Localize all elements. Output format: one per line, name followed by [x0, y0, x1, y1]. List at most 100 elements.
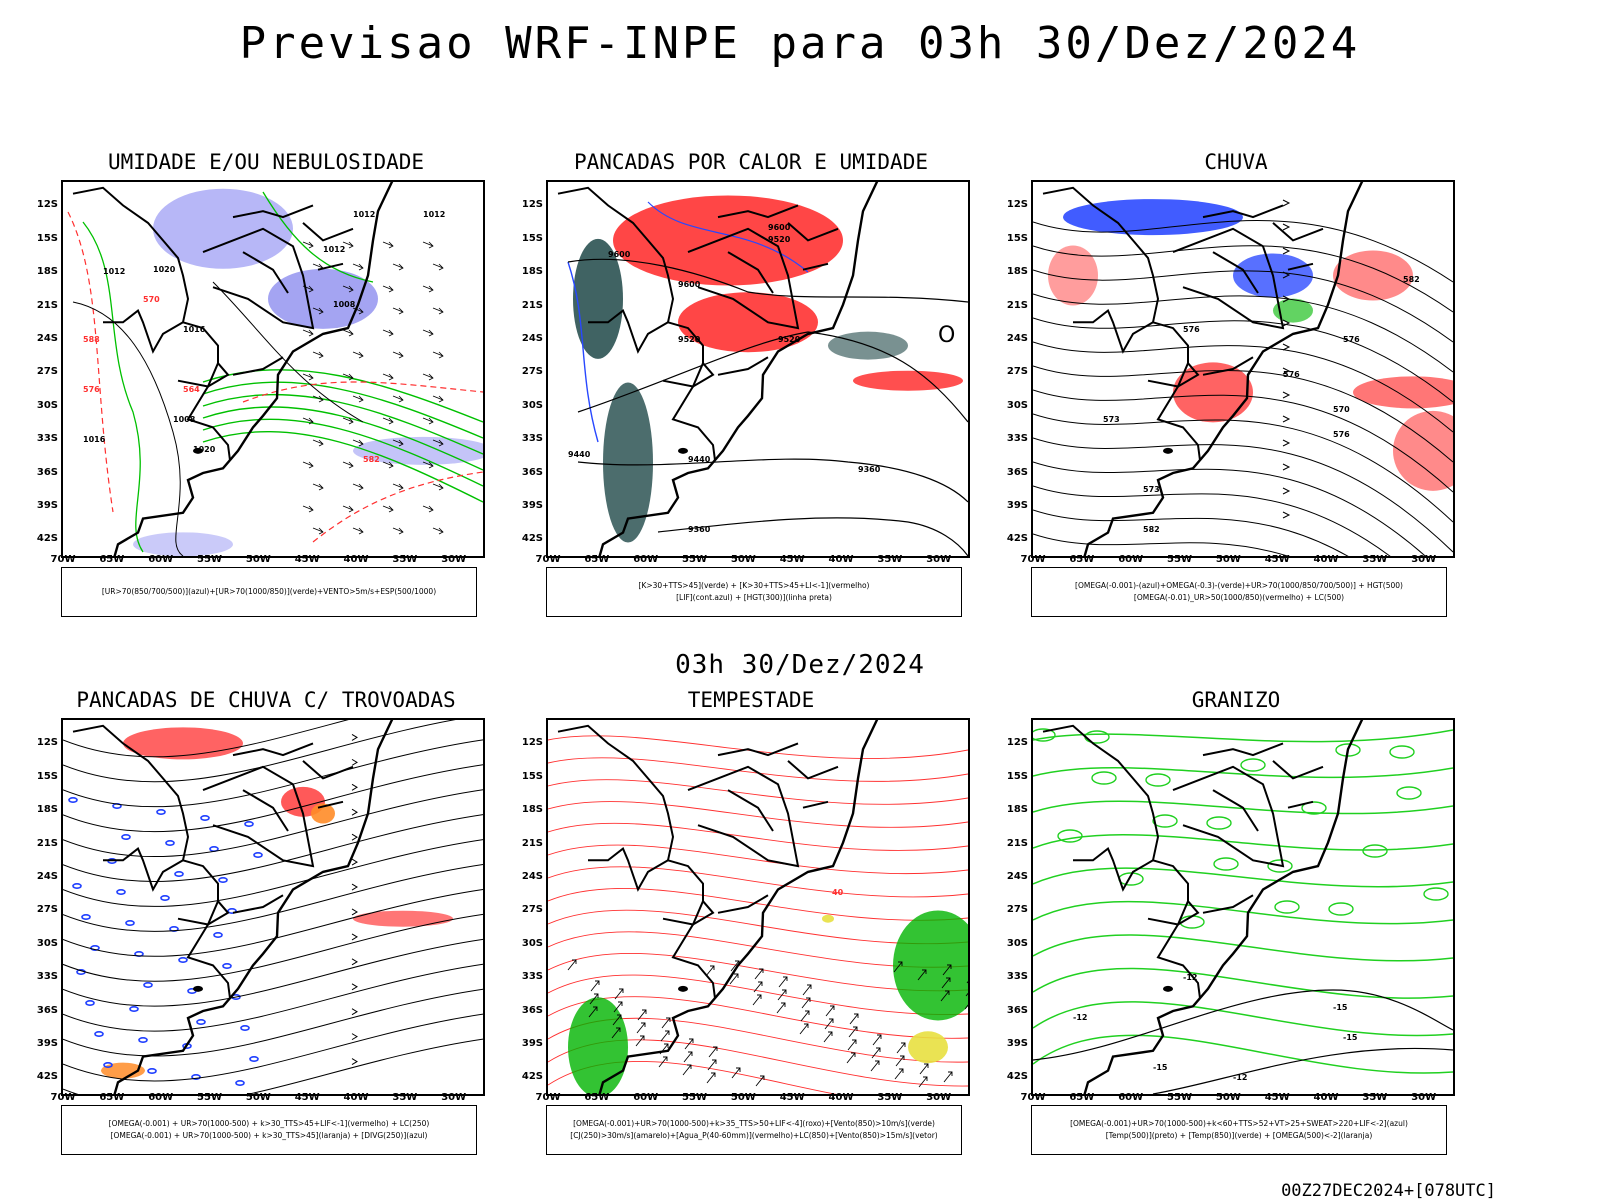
wind-vector	[942, 964, 952, 976]
coastline	[598, 182, 879, 556]
lat-tick-label: 42S	[36, 533, 58, 545]
storm-area	[353, 910, 453, 927]
lon-tick-label: 60W	[148, 554, 174, 565]
temp850-contour	[1152, 814, 1178, 828]
state-border	[72, 724, 231, 999]
lon-tick-label: 45W	[779, 1092, 805, 1103]
wind-vector	[352, 439, 364, 447]
wind-vector	[422, 241, 434, 249]
contour-label: 570	[1333, 405, 1350, 414]
state-border	[232, 204, 314, 219]
wind-vector	[342, 505, 354, 513]
contour-label: 582	[363, 455, 380, 464]
state-border	[1147, 900, 1189, 926]
wind-vector	[432, 439, 444, 447]
divergence-contour	[165, 840, 175, 847]
wind-vector	[567, 959, 577, 971]
contour-label: 9600	[608, 250, 631, 259]
lat-tick-label: 12S	[521, 199, 543, 211]
lat-tick-label: 18S	[521, 804, 543, 816]
contour-label: 9600	[678, 280, 701, 289]
state-border	[1272, 760, 1324, 780]
contour-label: 9360	[688, 525, 711, 534]
temp850-contour	[1057, 829, 1083, 843]
rain-area	[1393, 410, 1453, 491]
lon-axis: 70W 65W 60W 55W 50W 45W 40W 35W 30W	[1021, 554, 1455, 568]
streamline	[63, 913, 483, 982]
pressure-streamline	[548, 735, 968, 759]
contour-label: 9600	[768, 223, 791, 232]
contour-label: 9440	[688, 455, 711, 464]
stream-arrow	[351, 858, 358, 866]
contour-label: -15	[1343, 1033, 1358, 1042]
streamline	[1033, 389, 1453, 493]
map-panel: CHUVA 12S 15S 18S 21S 24S 27S 30S 33S 36S 39S 42S 58…	[996, 150, 1476, 650]
wind-vector	[799, 1023, 809, 1035]
lon-tick-label: 55W	[197, 1092, 222, 1103]
wind-vector	[432, 307, 444, 315]
heat-area	[603, 382, 653, 543]
lat-tick-label: 27S	[1006, 366, 1028, 378]
lat-tick-label: 15S	[1006, 770, 1028, 782]
wind-vector	[422, 417, 434, 425]
state-border	[802, 262, 829, 271]
humidity-contour	[202, 381, 483, 439]
lon-tick-label: 50W	[1215, 1092, 1241, 1103]
stream-arrow	[1282, 343, 1291, 351]
wind-vector	[302, 241, 314, 249]
wind-vector	[870, 1060, 880, 1072]
state-border	[72, 186, 231, 461]
lon-tick-label: 30W	[1411, 1092, 1437, 1103]
lat-tick-label: 18S	[521, 266, 543, 278]
stream-arrow	[351, 933, 358, 941]
divergence-contour	[240, 1024, 250, 1031]
lon-tick-label: 30W	[441, 554, 467, 565]
stream-arrow	[351, 833, 358, 841]
temp850-contour	[1389, 745, 1415, 759]
divergence-contour	[178, 957, 188, 964]
wind-vector	[755, 1075, 765, 1087]
temp500-contour	[1033, 989, 1453, 1061]
lat-tick-label: 33S	[1006, 433, 1028, 445]
contour-label: 570	[143, 295, 160, 304]
wind-vector	[312, 395, 324, 403]
lagoon	[193, 985, 203, 992]
divergence-contour	[81, 914, 91, 921]
wind-vector	[302, 329, 314, 337]
contour-label: 9440	[568, 450, 591, 459]
lon-tick-label: 45W	[294, 554, 320, 565]
contour-label: 576	[1343, 335, 1360, 344]
temp850-contour	[1396, 786, 1422, 800]
map-frame: 9600 9600 9600 9520 9520 9520 9440 9440 9360 9360…	[546, 180, 970, 558]
hgt-contour	[567, 258, 968, 303]
lon-tick-label: 50W	[1215, 554, 1241, 565]
lat-tick-label: 27S	[521, 366, 543, 378]
stream-arrow	[351, 758, 358, 766]
wind-vector	[352, 351, 364, 359]
lat-tick-label: 27S	[36, 366, 58, 378]
humidity-contour	[202, 393, 483, 455]
wind-vector	[965, 992, 968, 997]
map-canvas: 582 576 576 576 573 570 576 573 582	[1033, 182, 1453, 556]
lat-tick-label: 18S	[36, 804, 58, 816]
stream-arrow	[351, 983, 358, 991]
legend-line: [OMEGA(-0.001) + UR>70(1000-500) + k>30_…	[108, 1119, 430, 1128]
lon-tick-label: 40W	[1313, 1092, 1339, 1103]
wind-vector	[896, 1042, 906, 1054]
stream-arrow	[1282, 223, 1291, 231]
center-mark: O	[938, 323, 955, 348]
wind-vector	[658, 1056, 668, 1068]
lat-tick-label: 15S	[1006, 232, 1028, 244]
contour-label: 582	[1143, 525, 1160, 534]
lat-tick-label: 33S	[521, 433, 543, 445]
lon-tick-label: 40W	[1313, 554, 1339, 565]
mid-title: 03h 30/Dez/2024	[675, 650, 925, 680]
contour-label: -15	[1153, 1063, 1168, 1072]
state-border	[202, 765, 315, 868]
wind-vector	[588, 1006, 598, 1018]
humidity-contour	[202, 406, 483, 471]
instability-area	[853, 370, 963, 391]
wind-vector	[941, 977, 951, 989]
wind-vector	[683, 1051, 693, 1063]
wind-vector	[846, 1052, 856, 1064]
